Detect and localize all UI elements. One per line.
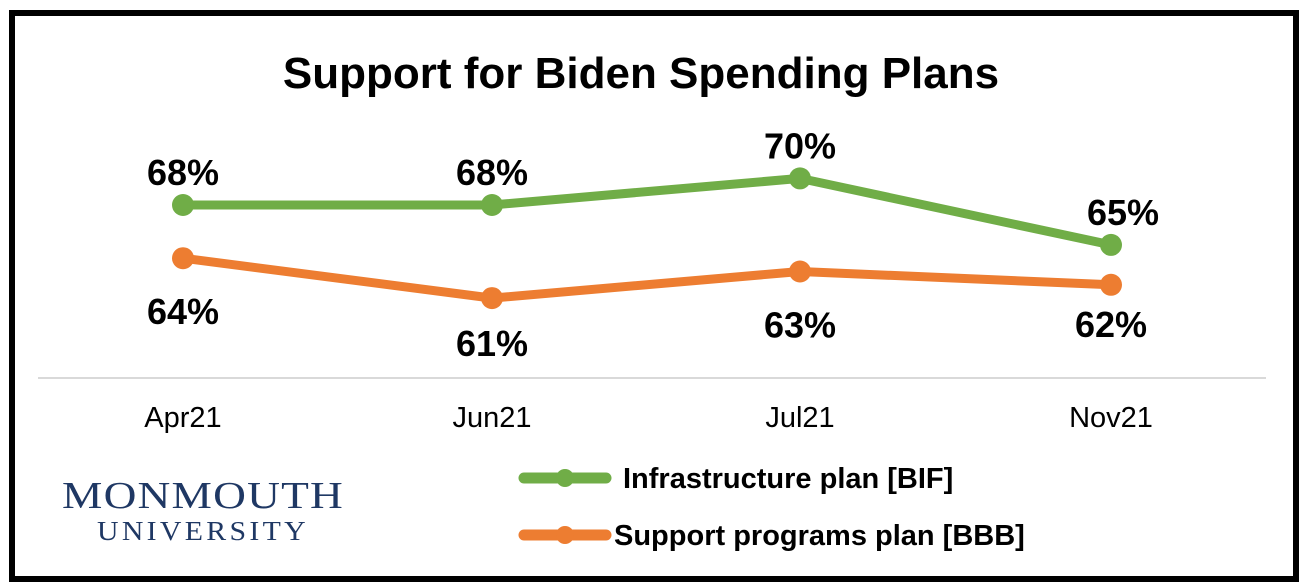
x-tick-label: Apr21 [144,402,221,434]
data-point [789,167,811,190]
x-tick-label: Jul21 [765,402,834,434]
legend-marker-infrastructure [556,469,574,487]
monmouth-logo: MONMOUTH UNIVERSITY [62,475,344,546]
x-tick-label: Jun21 [452,402,531,434]
data-point [481,287,503,310]
data-point [789,260,811,283]
legend-label-infrastructure: Infrastructure plan [BIF] [623,463,953,495]
data-point [172,194,194,216]
data-label: 65% [1087,192,1159,233]
chart-frame [9,10,1299,582]
chart-title: Support for Biden Spending Plans [283,49,999,98]
data-label: 70% [764,125,836,166]
data-label: 61% [456,323,528,364]
data-point [1100,233,1122,256]
data-label: 68% [147,152,219,193]
legend: Infrastructure plan [BIF] Support progra… [518,463,1025,552]
data-label: 63% [764,305,836,346]
legend-marker-support-programs [556,526,574,544]
logo-line-2: UNIVERSITY [97,516,309,546]
data-label: 64% [147,291,219,332]
legend-label-support-programs: Support programs plan [BBB] [614,520,1025,552]
data-point [1100,273,1122,296]
series-line-1 [178,253,1116,303]
data-label: 68% [456,152,528,193]
logo-line-1: MONMOUTH [62,475,344,517]
x-tick-label: Nov21 [1069,402,1153,434]
data-label: 62% [1075,304,1147,345]
data-point [481,194,503,216]
series-line-0 [178,173,1116,250]
data-point [172,247,194,270]
